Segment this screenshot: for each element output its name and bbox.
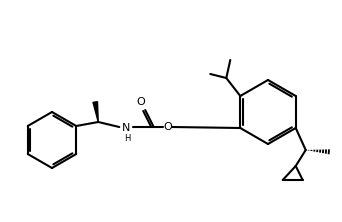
Polygon shape [93,102,98,122]
Text: N: N [122,123,130,133]
Text: O: O [164,122,173,132]
Text: H: H [124,134,130,143]
Text: O: O [137,97,146,107]
